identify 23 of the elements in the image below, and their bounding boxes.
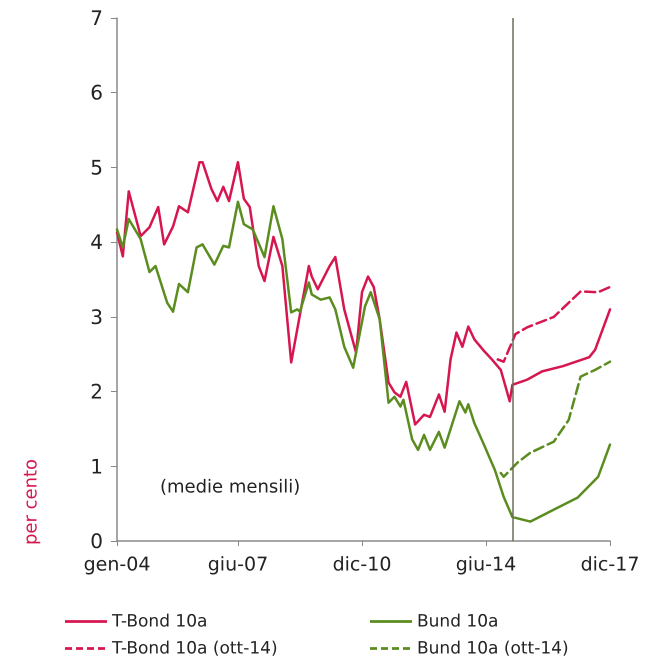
- legend-label: T-Bond 10a: [111, 612, 208, 632]
- y-tick-label: 5: [90, 155, 103, 180]
- y-tick-label: 7: [90, 6, 103, 30]
- x-tick-label: gen-04: [84, 554, 150, 576]
- annotation: (medie mensili): [160, 476, 300, 498]
- line-series: [116, 160, 612, 426]
- x-tick-label: giu-07: [208, 554, 268, 576]
- x-tick-label: dic-17: [580, 554, 640, 576]
- y-tick-label: 3: [90, 304, 103, 329]
- line-series: [116, 200, 612, 523]
- x-tick-label: dic-10: [332, 554, 392, 576]
- legend-label: T-Bond 10a (ott-14): [111, 638, 278, 658]
- x-tick-label: giu-14: [456, 554, 516, 576]
- legend-label: Bund 10a: [417, 612, 498, 632]
- y-tick-label: 6: [90, 80, 103, 105]
- y-tick-label: 0: [90, 529, 103, 553]
- line-series: [500, 360, 612, 478]
- y-tick-label: 4: [90, 230, 103, 254]
- y-axis-title: per cento: [20, 458, 42, 545]
- y-tick-label: 1: [90, 454, 103, 478]
- y-tick-label: 2: [90, 380, 103, 404]
- line-series: [496, 286, 612, 363]
- legend-label: Bund 10a (ott-14): [417, 638, 569, 658]
